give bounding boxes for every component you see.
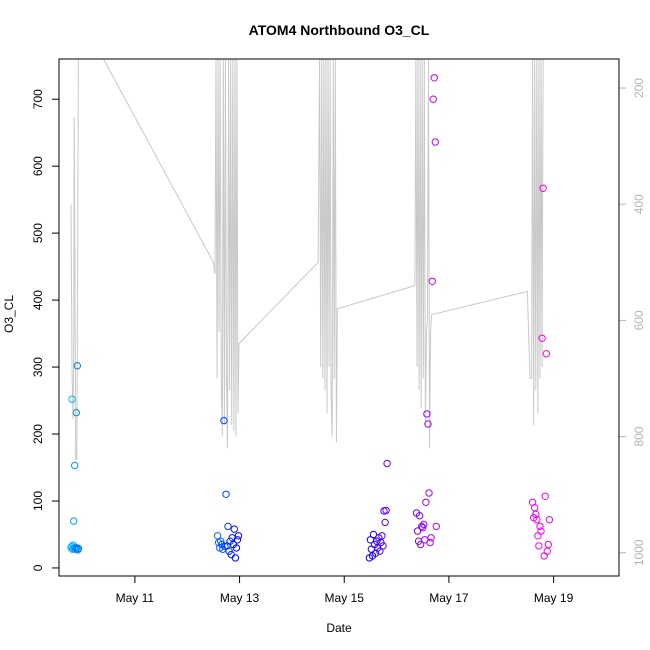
y-tick-label: 200 [31,424,45,444]
data-point [74,544,83,553]
y-axis-label: O3_CL [2,295,16,333]
altitude-line-layer [70,58,544,461]
data-point [426,538,434,547]
altitude-line [70,58,544,461]
plot-frame [58,58,620,577]
chart-title: ATOM4 Northbound O3_CL [249,22,430,38]
x-tick-label: May 17 [429,591,469,605]
y2-tick-label: 1000 [632,539,646,566]
data-point [231,554,240,562]
data-point [423,410,431,418]
data-point [533,516,541,524]
y2-tick-label: 400 [632,194,646,214]
data-point [381,518,389,527]
x-tick-label: May 19 [534,591,574,605]
data-point [230,525,239,533]
data-point [233,536,242,544]
data-point [71,461,79,470]
y2-tick-label: 800 [632,426,646,446]
y-tick-label: 300 [31,357,45,377]
y2-tick-label: 600 [632,310,646,330]
data-point [222,490,230,498]
data-point [415,512,424,520]
x-axis-label: Date [326,621,352,635]
data-point [234,532,243,540]
y2-tick-label: 200 [632,78,646,98]
data-point [429,95,437,103]
data-point [536,522,544,531]
data-point [532,510,540,519]
data-point [537,527,545,535]
data-point [416,540,425,549]
data-point [382,506,390,515]
data-point [413,527,422,535]
data-point [425,489,433,497]
data-point [422,498,430,506]
x-tick-label: May 13 [220,591,260,605]
data-point [224,522,232,531]
data-point-layer [67,74,554,562]
data-point [73,362,82,370]
data-point [424,420,432,428]
y-tick-label: 700 [31,89,45,109]
data-point [545,516,554,524]
data-point [376,547,384,555]
data-point [431,138,439,146]
data-point [427,534,435,542]
data-point [541,492,549,500]
data-point [432,522,440,531]
data-point [538,334,546,342]
data-point [428,277,436,285]
y-tick-label: 600 [31,156,45,176]
data-point [369,530,378,539]
data-point [232,544,241,552]
x-tick-label: May 11 [116,591,155,605]
data-point [72,408,81,417]
data-point [418,522,426,531]
y-tick-label: 500 [31,223,45,243]
data-point [220,416,228,425]
y-tick-label: 100 [31,491,45,511]
data-point [535,542,543,550]
data-point [542,350,550,358]
data-point [539,184,547,193]
data-point [419,524,427,532]
x-tick-label: May 15 [325,591,365,605]
data-point [420,520,428,529]
data-point [383,459,391,468]
data-point [544,540,552,549]
data-point [379,542,387,550]
data-point [68,395,76,403]
data-point [430,74,438,82]
data-point [217,537,225,545]
data-point [70,517,78,525]
data-point [378,532,386,540]
y-tick-label: 0 [31,564,45,571]
y-tick-label: 400 [31,290,45,310]
